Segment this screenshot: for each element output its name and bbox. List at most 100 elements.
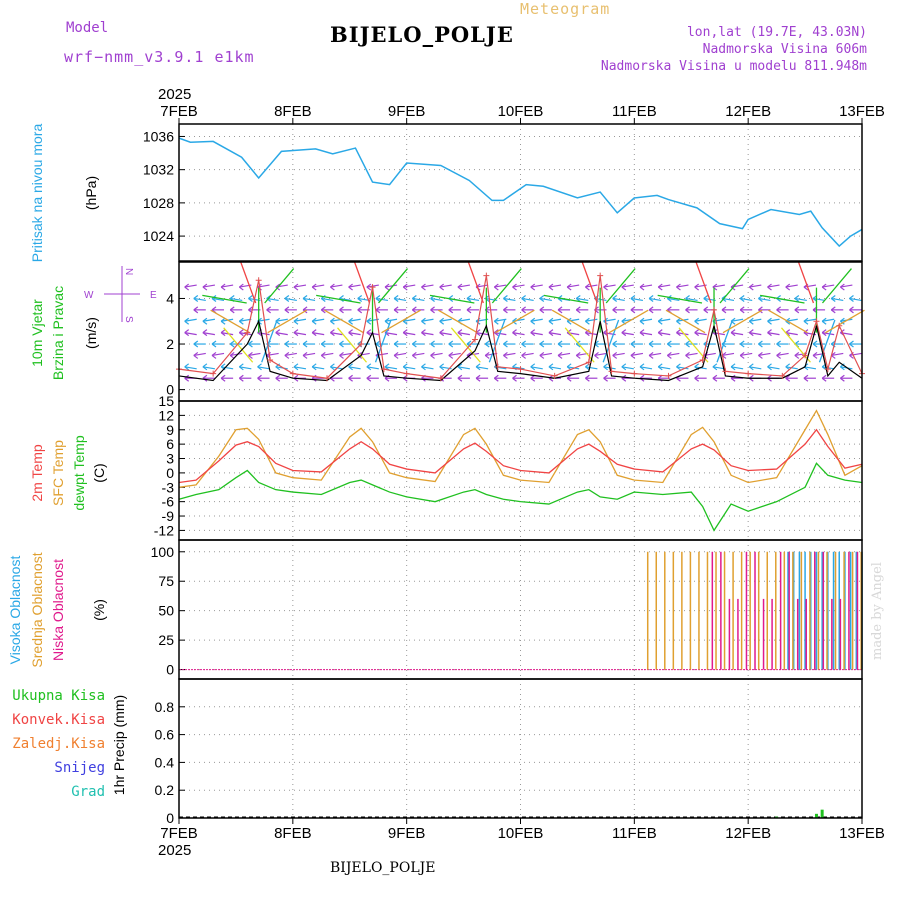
wind-arrow-head <box>466 354 472 359</box>
wind-arrow-head <box>220 283 226 288</box>
wind-arrow <box>421 366 434 370</box>
wind-arrow-head <box>603 374 608 379</box>
wind-arrow-head <box>421 283 426 288</box>
wind-arrow <box>785 284 798 288</box>
pressure-unit-label: (hPa) <box>83 176 99 210</box>
wind-arrow <box>257 366 270 370</box>
wind-arrow-head <box>748 317 754 322</box>
wind-arrow-head <box>503 294 508 299</box>
wind-arrow <box>412 297 425 302</box>
wind-arrow-head <box>238 329 244 334</box>
wind-arrow <box>749 366 762 370</box>
wind-arrow-head <box>712 286 718 291</box>
mid-cloud-ylabel: Srednja Oblacnost <box>29 552 45 667</box>
wind-arrow-head <box>666 297 672 302</box>
y-tick-label: 2 <box>166 336 174 352</box>
wind-arrow <box>193 352 206 357</box>
wind-arrow-head <box>248 294 253 299</box>
wind-arrow <box>275 318 288 322</box>
wind-arrow-head <box>630 351 636 356</box>
wind-arrow-head <box>439 332 445 337</box>
wind-fan-arrow <box>760 294 805 304</box>
wind-arrow-head <box>530 320 536 325</box>
wind-arrow-head <box>821 332 827 337</box>
wind-arrow-head <box>375 343 381 348</box>
wind-fan-arrow <box>264 268 295 304</box>
wind-fan-arrow <box>768 309 808 334</box>
wind-ylabel-2: Brzina i Pravac <box>50 286 66 380</box>
wind-arrow-head <box>311 363 317 368</box>
wind-arrow-head <box>694 332 700 337</box>
wind-arrow-head <box>676 363 681 368</box>
wind-arrow-head <box>411 340 417 345</box>
gust-marker <box>369 284 376 291</box>
wind-arrow-head <box>803 317 809 322</box>
wind-arrow-head <box>184 363 190 368</box>
wind-arrow-head <box>421 320 426 325</box>
wind-arrow-head <box>393 297 399 302</box>
wind-arrow-head <box>657 363 663 368</box>
compass-s-label: S <box>123 316 134 323</box>
wind-arrow <box>439 332 452 336</box>
wind-arrow-head <box>366 286 372 291</box>
y-tick-label: 0.4 <box>155 754 175 770</box>
wind-arrow-head <box>630 340 636 345</box>
wind-arrow-head <box>739 351 745 356</box>
wind-arrow-head <box>293 317 299 322</box>
wind-arrow-head <box>521 309 526 314</box>
wind-arrow-head <box>375 297 381 302</box>
wind-arrow-head <box>694 283 700 288</box>
wind-arrow-head <box>493 329 499 334</box>
wind-arrow-head <box>594 354 599 359</box>
wind-arrow-head <box>566 320 572 325</box>
wind-arrow-head <box>320 306 326 311</box>
station-title: BIJELO_POLJE <box>330 22 514 47</box>
gust-marker <box>358 341 365 348</box>
wind-arrow-head <box>439 320 445 325</box>
wind-arrow-head <box>803 320 809 325</box>
wind-arrow-head <box>676 332 681 337</box>
wind-arrow-head <box>284 297 290 302</box>
wind-arrow-head <box>648 306 654 311</box>
x-tick-label-top: 7FEB <box>160 103 198 120</box>
wind-arrow-head <box>311 332 317 337</box>
wind-arrow <box>730 366 744 370</box>
wind-arrow <box>639 284 653 288</box>
wind-arrow-head <box>530 377 536 382</box>
wind-fan-arrow <box>223 327 254 363</box>
wind-arrow-head <box>238 366 244 371</box>
wind-arrow-head <box>457 329 463 334</box>
wind-arrow-head <box>758 306 763 311</box>
wind-arrow-head <box>648 297 654 302</box>
wind-arrow-head <box>840 286 845 291</box>
wind-arrow-head <box>211 306 217 311</box>
wind-arrow-head <box>311 329 317 334</box>
x-tick-label-top: 11FEB <box>612 103 657 120</box>
wind-arrow-head <box>248 351 253 356</box>
wind-arrow <box>384 332 398 336</box>
wind-arrow <box>211 297 225 302</box>
wind-arrow-head <box>830 294 836 299</box>
wind-arrow-head <box>703 294 709 299</box>
wind-arrow <box>539 352 552 357</box>
wind-arrow-head <box>184 283 190 288</box>
wind-arrow-head <box>211 351 217 356</box>
wind-arrow-head <box>311 283 317 288</box>
wind-arrow <box>767 332 780 336</box>
wind-arrow-head <box>666 343 672 348</box>
wind-arrow-head <box>548 320 554 325</box>
wind-fan-arrow <box>316 294 361 304</box>
wind-arrow-head <box>630 294 636 299</box>
wind-arrow-head <box>330 283 335 288</box>
wind-arrow-head <box>229 340 235 345</box>
year-label-bottom: 2025 <box>158 842 191 859</box>
wind-arrow-head <box>621 332 627 337</box>
wind-arrow-head <box>402 329 408 334</box>
wind-arrow <box>302 297 316 302</box>
wind-arrow <box>539 297 552 302</box>
wind-arrow-head <box>539 297 545 302</box>
wind-arrow <box>767 318 780 322</box>
wind-arrow-head <box>448 343 454 348</box>
wind-arrow-head <box>493 317 499 322</box>
